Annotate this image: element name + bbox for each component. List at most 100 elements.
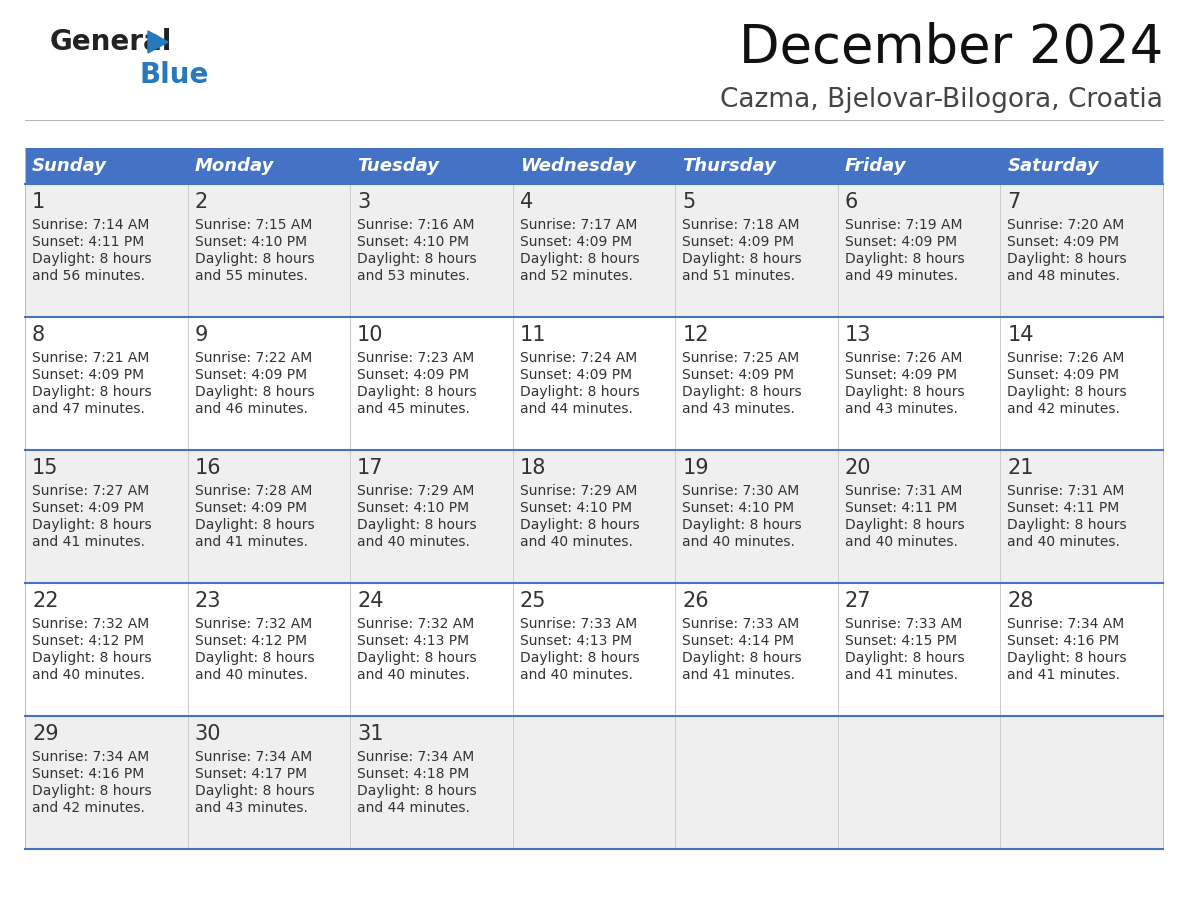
Text: and 41 minutes.: and 41 minutes. <box>1007 668 1120 682</box>
Text: and 42 minutes.: and 42 minutes. <box>1007 402 1120 416</box>
Text: 7: 7 <box>1007 192 1020 212</box>
Text: Sunset: 4:09 PM: Sunset: 4:09 PM <box>682 368 795 382</box>
Text: Sunrise: 7:24 AM: Sunrise: 7:24 AM <box>519 351 637 365</box>
Text: 8: 8 <box>32 325 45 345</box>
Text: and 40 minutes.: and 40 minutes. <box>519 668 632 682</box>
Text: Sunrise: 7:27 AM: Sunrise: 7:27 AM <box>32 484 150 498</box>
Text: Daylight: 8 hours: Daylight: 8 hours <box>195 252 314 266</box>
Text: Sunrise: 7:19 AM: Sunrise: 7:19 AM <box>845 218 962 232</box>
Text: Sunset: 4:09 PM: Sunset: 4:09 PM <box>358 368 469 382</box>
Text: Sunset: 4:09 PM: Sunset: 4:09 PM <box>32 501 144 515</box>
Text: Daylight: 8 hours: Daylight: 8 hours <box>358 784 476 798</box>
Text: and 40 minutes.: and 40 minutes. <box>845 535 958 549</box>
Text: 3: 3 <box>358 192 371 212</box>
Text: Daylight: 8 hours: Daylight: 8 hours <box>1007 252 1127 266</box>
Text: Sunset: 4:15 PM: Sunset: 4:15 PM <box>845 634 958 648</box>
Text: 14: 14 <box>1007 325 1034 345</box>
Text: and 41 minutes.: and 41 minutes. <box>195 535 308 549</box>
Bar <box>25 184 1163 317</box>
Text: Sunrise: 7:18 AM: Sunrise: 7:18 AM <box>682 218 800 232</box>
Text: Sunset: 4:17 PM: Sunset: 4:17 PM <box>195 767 307 781</box>
Text: 20: 20 <box>845 458 871 478</box>
Text: 25: 25 <box>519 591 546 611</box>
Text: Sunrise: 7:34 AM: Sunrise: 7:34 AM <box>358 750 474 764</box>
Text: 12: 12 <box>682 325 709 345</box>
Text: 11: 11 <box>519 325 546 345</box>
Text: Sunset: 4:10 PM: Sunset: 4:10 PM <box>682 501 795 515</box>
Text: Sunset: 4:09 PM: Sunset: 4:09 PM <box>682 235 795 249</box>
Text: Sunrise: 7:33 AM: Sunrise: 7:33 AM <box>682 617 800 631</box>
Text: Daylight: 8 hours: Daylight: 8 hours <box>358 252 476 266</box>
Text: 13: 13 <box>845 325 871 345</box>
Text: and 49 minutes.: and 49 minutes. <box>845 269 958 283</box>
Text: Sunset: 4:16 PM: Sunset: 4:16 PM <box>1007 634 1119 648</box>
Text: 31: 31 <box>358 724 384 744</box>
Text: Saturday: Saturday <box>1007 157 1099 175</box>
Text: Sunrise: 7:31 AM: Sunrise: 7:31 AM <box>845 484 962 498</box>
Text: Sunset: 4:14 PM: Sunset: 4:14 PM <box>682 634 795 648</box>
Bar <box>25 583 1163 716</box>
Text: Sunset: 4:10 PM: Sunset: 4:10 PM <box>358 501 469 515</box>
Text: Daylight: 8 hours: Daylight: 8 hours <box>519 651 639 665</box>
Text: 24: 24 <box>358 591 384 611</box>
Text: Sunrise: 7:34 AM: Sunrise: 7:34 AM <box>195 750 311 764</box>
Text: 30: 30 <box>195 724 221 744</box>
Text: Sunrise: 7:33 AM: Sunrise: 7:33 AM <box>519 617 637 631</box>
Text: 26: 26 <box>682 591 709 611</box>
Text: Sunrise: 7:26 AM: Sunrise: 7:26 AM <box>845 351 962 365</box>
Text: Daylight: 8 hours: Daylight: 8 hours <box>682 518 802 532</box>
Text: Daylight: 8 hours: Daylight: 8 hours <box>358 518 476 532</box>
Text: 21: 21 <box>1007 458 1034 478</box>
Bar <box>25 716 1163 849</box>
Text: and 41 minutes.: and 41 minutes. <box>682 668 795 682</box>
Text: and 42 minutes.: and 42 minutes. <box>32 801 145 815</box>
Text: and 43 minutes.: and 43 minutes. <box>682 402 795 416</box>
Text: Sunrise: 7:23 AM: Sunrise: 7:23 AM <box>358 351 474 365</box>
Text: Daylight: 8 hours: Daylight: 8 hours <box>845 651 965 665</box>
Text: Sunset: 4:13 PM: Sunset: 4:13 PM <box>519 634 632 648</box>
Text: Sunrise: 7:32 AM: Sunrise: 7:32 AM <box>32 617 150 631</box>
Text: 9: 9 <box>195 325 208 345</box>
Text: Sunset: 4:09 PM: Sunset: 4:09 PM <box>845 368 958 382</box>
Text: Sunrise: 7:32 AM: Sunrise: 7:32 AM <box>195 617 311 631</box>
Text: Wednesday: Wednesday <box>519 157 636 175</box>
Text: Daylight: 8 hours: Daylight: 8 hours <box>682 651 802 665</box>
Bar <box>25 148 1163 184</box>
Text: Sunset: 4:09 PM: Sunset: 4:09 PM <box>1007 235 1119 249</box>
Text: 18: 18 <box>519 458 546 478</box>
Text: 2: 2 <box>195 192 208 212</box>
Text: Sunset: 4:10 PM: Sunset: 4:10 PM <box>519 501 632 515</box>
Text: December 2024: December 2024 <box>739 22 1163 74</box>
Text: 6: 6 <box>845 192 858 212</box>
Text: Daylight: 8 hours: Daylight: 8 hours <box>845 252 965 266</box>
Text: and 43 minutes.: and 43 minutes. <box>845 402 958 416</box>
Text: Sunrise: 7:32 AM: Sunrise: 7:32 AM <box>358 617 474 631</box>
Text: and 43 minutes.: and 43 minutes. <box>195 801 308 815</box>
Text: Sunrise: 7:29 AM: Sunrise: 7:29 AM <box>519 484 637 498</box>
Text: Sunrise: 7:22 AM: Sunrise: 7:22 AM <box>195 351 311 365</box>
Text: 4: 4 <box>519 192 533 212</box>
Text: Daylight: 8 hours: Daylight: 8 hours <box>32 252 152 266</box>
Text: Sunrise: 7:29 AM: Sunrise: 7:29 AM <box>358 484 474 498</box>
Text: and 52 minutes.: and 52 minutes. <box>519 269 632 283</box>
Text: Daylight: 8 hours: Daylight: 8 hours <box>195 784 314 798</box>
Text: Daylight: 8 hours: Daylight: 8 hours <box>1007 518 1127 532</box>
Text: 5: 5 <box>682 192 695 212</box>
Polygon shape <box>148 31 168 53</box>
Text: 17: 17 <box>358 458 384 478</box>
Text: 22: 22 <box>32 591 58 611</box>
Text: and 40 minutes.: and 40 minutes. <box>519 535 632 549</box>
Text: Sunrise: 7:25 AM: Sunrise: 7:25 AM <box>682 351 800 365</box>
Text: Sunset: 4:09 PM: Sunset: 4:09 PM <box>195 501 307 515</box>
Text: and 40 minutes.: and 40 minutes. <box>1007 535 1120 549</box>
Text: Sunset: 4:12 PM: Sunset: 4:12 PM <box>32 634 144 648</box>
Text: Sunset: 4:09 PM: Sunset: 4:09 PM <box>519 235 632 249</box>
Text: and 41 minutes.: and 41 minutes. <box>845 668 958 682</box>
Text: and 40 minutes.: and 40 minutes. <box>358 668 470 682</box>
Text: Sunset: 4:13 PM: Sunset: 4:13 PM <box>358 634 469 648</box>
Text: Daylight: 8 hours: Daylight: 8 hours <box>358 651 476 665</box>
Text: and 40 minutes.: and 40 minutes. <box>32 668 145 682</box>
Text: 23: 23 <box>195 591 221 611</box>
Text: Sunset: 4:11 PM: Sunset: 4:11 PM <box>1007 501 1119 515</box>
Text: and 40 minutes.: and 40 minutes. <box>682 535 795 549</box>
